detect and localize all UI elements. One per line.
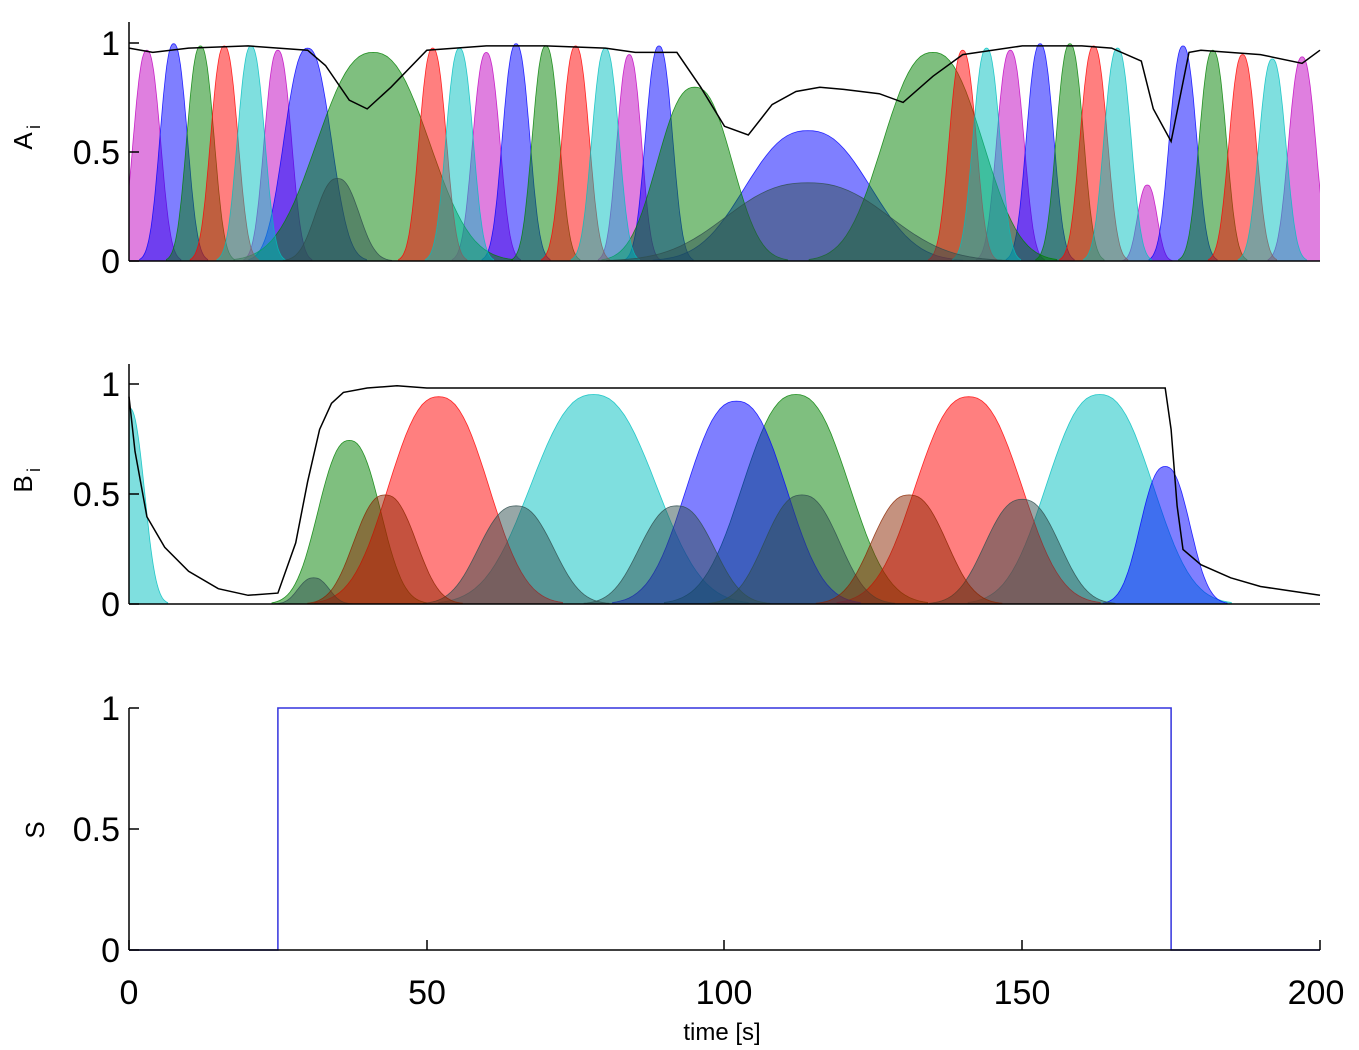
panel-s-xtick-label-100: 100	[696, 974, 753, 1012]
panel-s-xtick-label-150: 150	[994, 974, 1051, 1012]
panel-b-area-brown-1	[815, 494, 1003, 604]
panel-a-area-cyan-5	[1237, 58, 1307, 261]
panel-a-area-cyan-3	[952, 47, 1021, 261]
panel-s: 0 0.5 1 0 50 100 150 200 S time [s]	[20, 690, 1344, 1046]
panel-s-xtick-label-0: 0	[120, 974, 139, 1012]
panel-b: 0 0.5 1 B i	[8, 364, 1321, 624]
panel-a-area-darkslate-0	[282, 177, 392, 261]
panel-b-area-blue-1	[1102, 466, 1228, 604]
panel-s-axes: 0 0.5 1 0 50 100 150 200 S time [s]	[20, 690, 1344, 1046]
panel-s-xtick-label-50: 50	[408, 974, 446, 1012]
x-axis-label: time [s]	[683, 1019, 760, 1046]
panel-a-plot-area	[129, 43, 1320, 261]
panel-a-area-darkslate-1	[606, 182, 1010, 261]
panel-a-axes: 0 0.5 1 A i	[8, 22, 1320, 281]
panel-b-area-brown-0	[307, 494, 463, 604]
panel-b-axes: 0 0.5 1 B i	[8, 364, 1320, 624]
panel-a-ytick-label-1: 1	[101, 25, 120, 63]
panel-a-ytick-label-0: 0	[101, 243, 120, 281]
panel-b-plot-area	[129, 394, 1232, 604]
panel-a: 0 0.5 1 A i	[8, 22, 1321, 281]
panel-a-envelope-line	[128, 45, 1321, 144]
panel-b-envelope-line	[128, 385, 1321, 597]
panel-s-signal-line	[129, 707, 1320, 951]
panel-a-ylabel-subscript: i	[24, 125, 44, 129]
panel-s-ytick-label-05: 0.5	[73, 811, 120, 849]
panel-a-ylabel: A	[8, 132, 38, 150]
panel-b-ytick-label-1: 1	[101, 366, 120, 404]
panel-b-ytick-label-0: 0	[101, 586, 120, 624]
panel-a-area-cyan-4	[1083, 47, 1152, 261]
panel-b-ylabel-subscript: i	[24, 468, 44, 472]
panel-b-ytick-label-05: 0.5	[73, 476, 120, 514]
panel-b-ylabel: B	[8, 475, 38, 492]
panel-a-ytick-label-05: 0.5	[73, 134, 120, 172]
panel-s-ytick-label-0: 0	[101, 932, 120, 970]
panel-s-ytick-label-1: 1	[101, 690, 120, 728]
panel-b-area-darkslate-1	[422, 505, 610, 604]
panel-s-xtick-label-200: 200	[1288, 974, 1345, 1012]
panel-s-ylabel: S	[20, 821, 50, 838]
